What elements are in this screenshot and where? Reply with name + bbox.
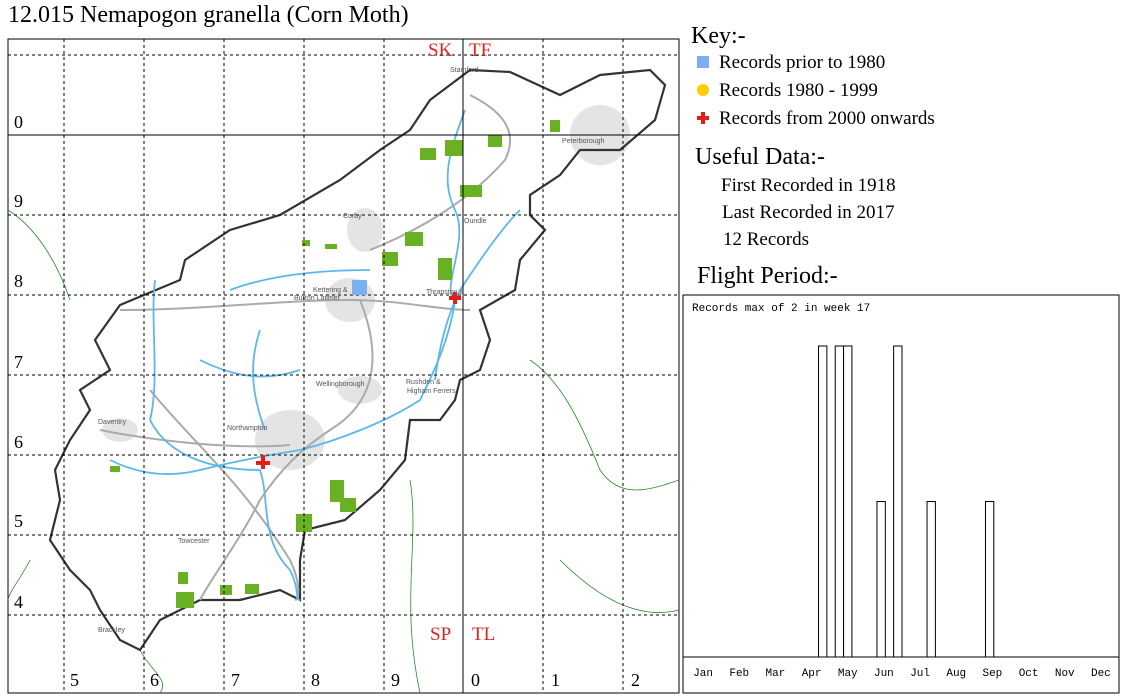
month-label: May	[838, 668, 858, 680]
town-label: Brackley	[98, 627, 125, 634]
town-label: Stamford	[450, 67, 479, 74]
useful-data-heading: Useful Data:-	[695, 144, 825, 170]
month-label: Jul	[910, 668, 930, 680]
town-label: Oundle	[464, 218, 487, 225]
flight-period-heading: Flight Period:-	[697, 263, 838, 289]
square-label: TF	[469, 40, 491, 61]
key-item: Records from 2000 onwards	[719, 108, 935, 129]
flight-chart: Jan Feb Mar Apr May Jun Jul Aug Sep Oct Nov Dec	[693, 345, 1111, 680]
useful-data-item: 12 Records	[723, 229, 809, 250]
record-2000-onwards	[256, 455, 270, 469]
town-label: Kettering &	[313, 287, 348, 294]
record-2000-onwards	[449, 292, 461, 304]
square-label: SK	[428, 40, 453, 61]
northing-label: 0	[14, 112, 23, 132]
northing-label: 6	[14, 432, 23, 452]
town-label: Higham Ferrers	[407, 388, 456, 395]
easting-label: 7	[231, 670, 240, 690]
grid-lines	[8, 39, 679, 693]
easting-label: 9	[391, 670, 400, 690]
easting-label: 8	[311, 670, 320, 690]
neighbour-boundaries	[7, 209, 680, 694]
easting-label: 5	[70, 670, 79, 690]
week-bar	[926, 501, 936, 658]
month-label: Mar	[765, 668, 785, 680]
month-label: Sep	[982, 668, 1002, 680]
northing-label: 5	[14, 511, 23, 531]
month-label: Feb	[729, 668, 749, 680]
northing-label: 7	[14, 352, 23, 372]
easting-label: 0	[471, 670, 480, 690]
easting-label: 6	[150, 670, 159, 690]
northing-label: 4	[14, 592, 23, 612]
town-label: Rushden &	[406, 379, 441, 386]
week-bar	[818, 345, 828, 658]
northing-label: 9	[14, 191, 23, 211]
square-label: SP	[430, 624, 451, 645]
useful-data-item: First Recorded in 1918	[721, 175, 896, 196]
useful-data-item: Last Recorded in 2017	[722, 202, 895, 223]
month-label: Aug	[946, 668, 966, 680]
week-bar	[893, 345, 903, 658]
northing-label: 8	[14, 271, 23, 291]
town-label: Thrapston &	[426, 289, 464, 296]
town-label: Daventry	[98, 419, 127, 426]
month-label: Apr	[802, 668, 822, 680]
town-label: Wellingborough	[316, 381, 365, 388]
records	[256, 280, 461, 469]
week-bar	[834, 345, 845, 658]
key-marker	[697, 56, 709, 68]
chart-title: Records max of 2 in week 17	[692, 303, 870, 315]
rivers	[109, 109, 521, 601]
key-item: Records prior to 1980	[719, 52, 885, 73]
town-label: Towcester	[178, 538, 210, 545]
record-pre-1980	[352, 280, 367, 295]
month-label: Oct	[1019, 668, 1039, 680]
week-bar	[876, 501, 886, 658]
month-label: Jan	[693, 668, 713, 680]
town-label: Corby	[343, 213, 362, 220]
week-bar	[843, 345, 853, 658]
easting-label: 1	[551, 670, 560, 690]
month-label: Jun	[874, 668, 894, 680]
easting-label: 2	[631, 670, 640, 690]
map: SK TF SP TL 0 9 8 7 6 5 4 5 6 7 8 9 0 1 …	[7, 38, 680, 694]
month-label: Nov	[1055, 668, 1075, 680]
month-label: Dec	[1091, 668, 1111, 680]
town-label: Northampton	[227, 425, 268, 432]
map-frame	[7, 38, 680, 694]
roads	[99, 94, 511, 601]
key-marker	[697, 112, 709, 124]
key-heading: Key:-	[691, 23, 746, 49]
town-label: Peterborough	[562, 138, 605, 145]
town-label: Burton Latimer	[294, 295, 341, 302]
woodland	[110, 120, 560, 608]
page-title: 12.015 Nemapogon granella (Corn Moth)	[8, 2, 409, 28]
week-bar	[984, 501, 995, 658]
square-label: TL	[472, 624, 495, 645]
key-item: Records 1980 - 1999	[719, 80, 878, 101]
key-marker	[697, 84, 709, 96]
